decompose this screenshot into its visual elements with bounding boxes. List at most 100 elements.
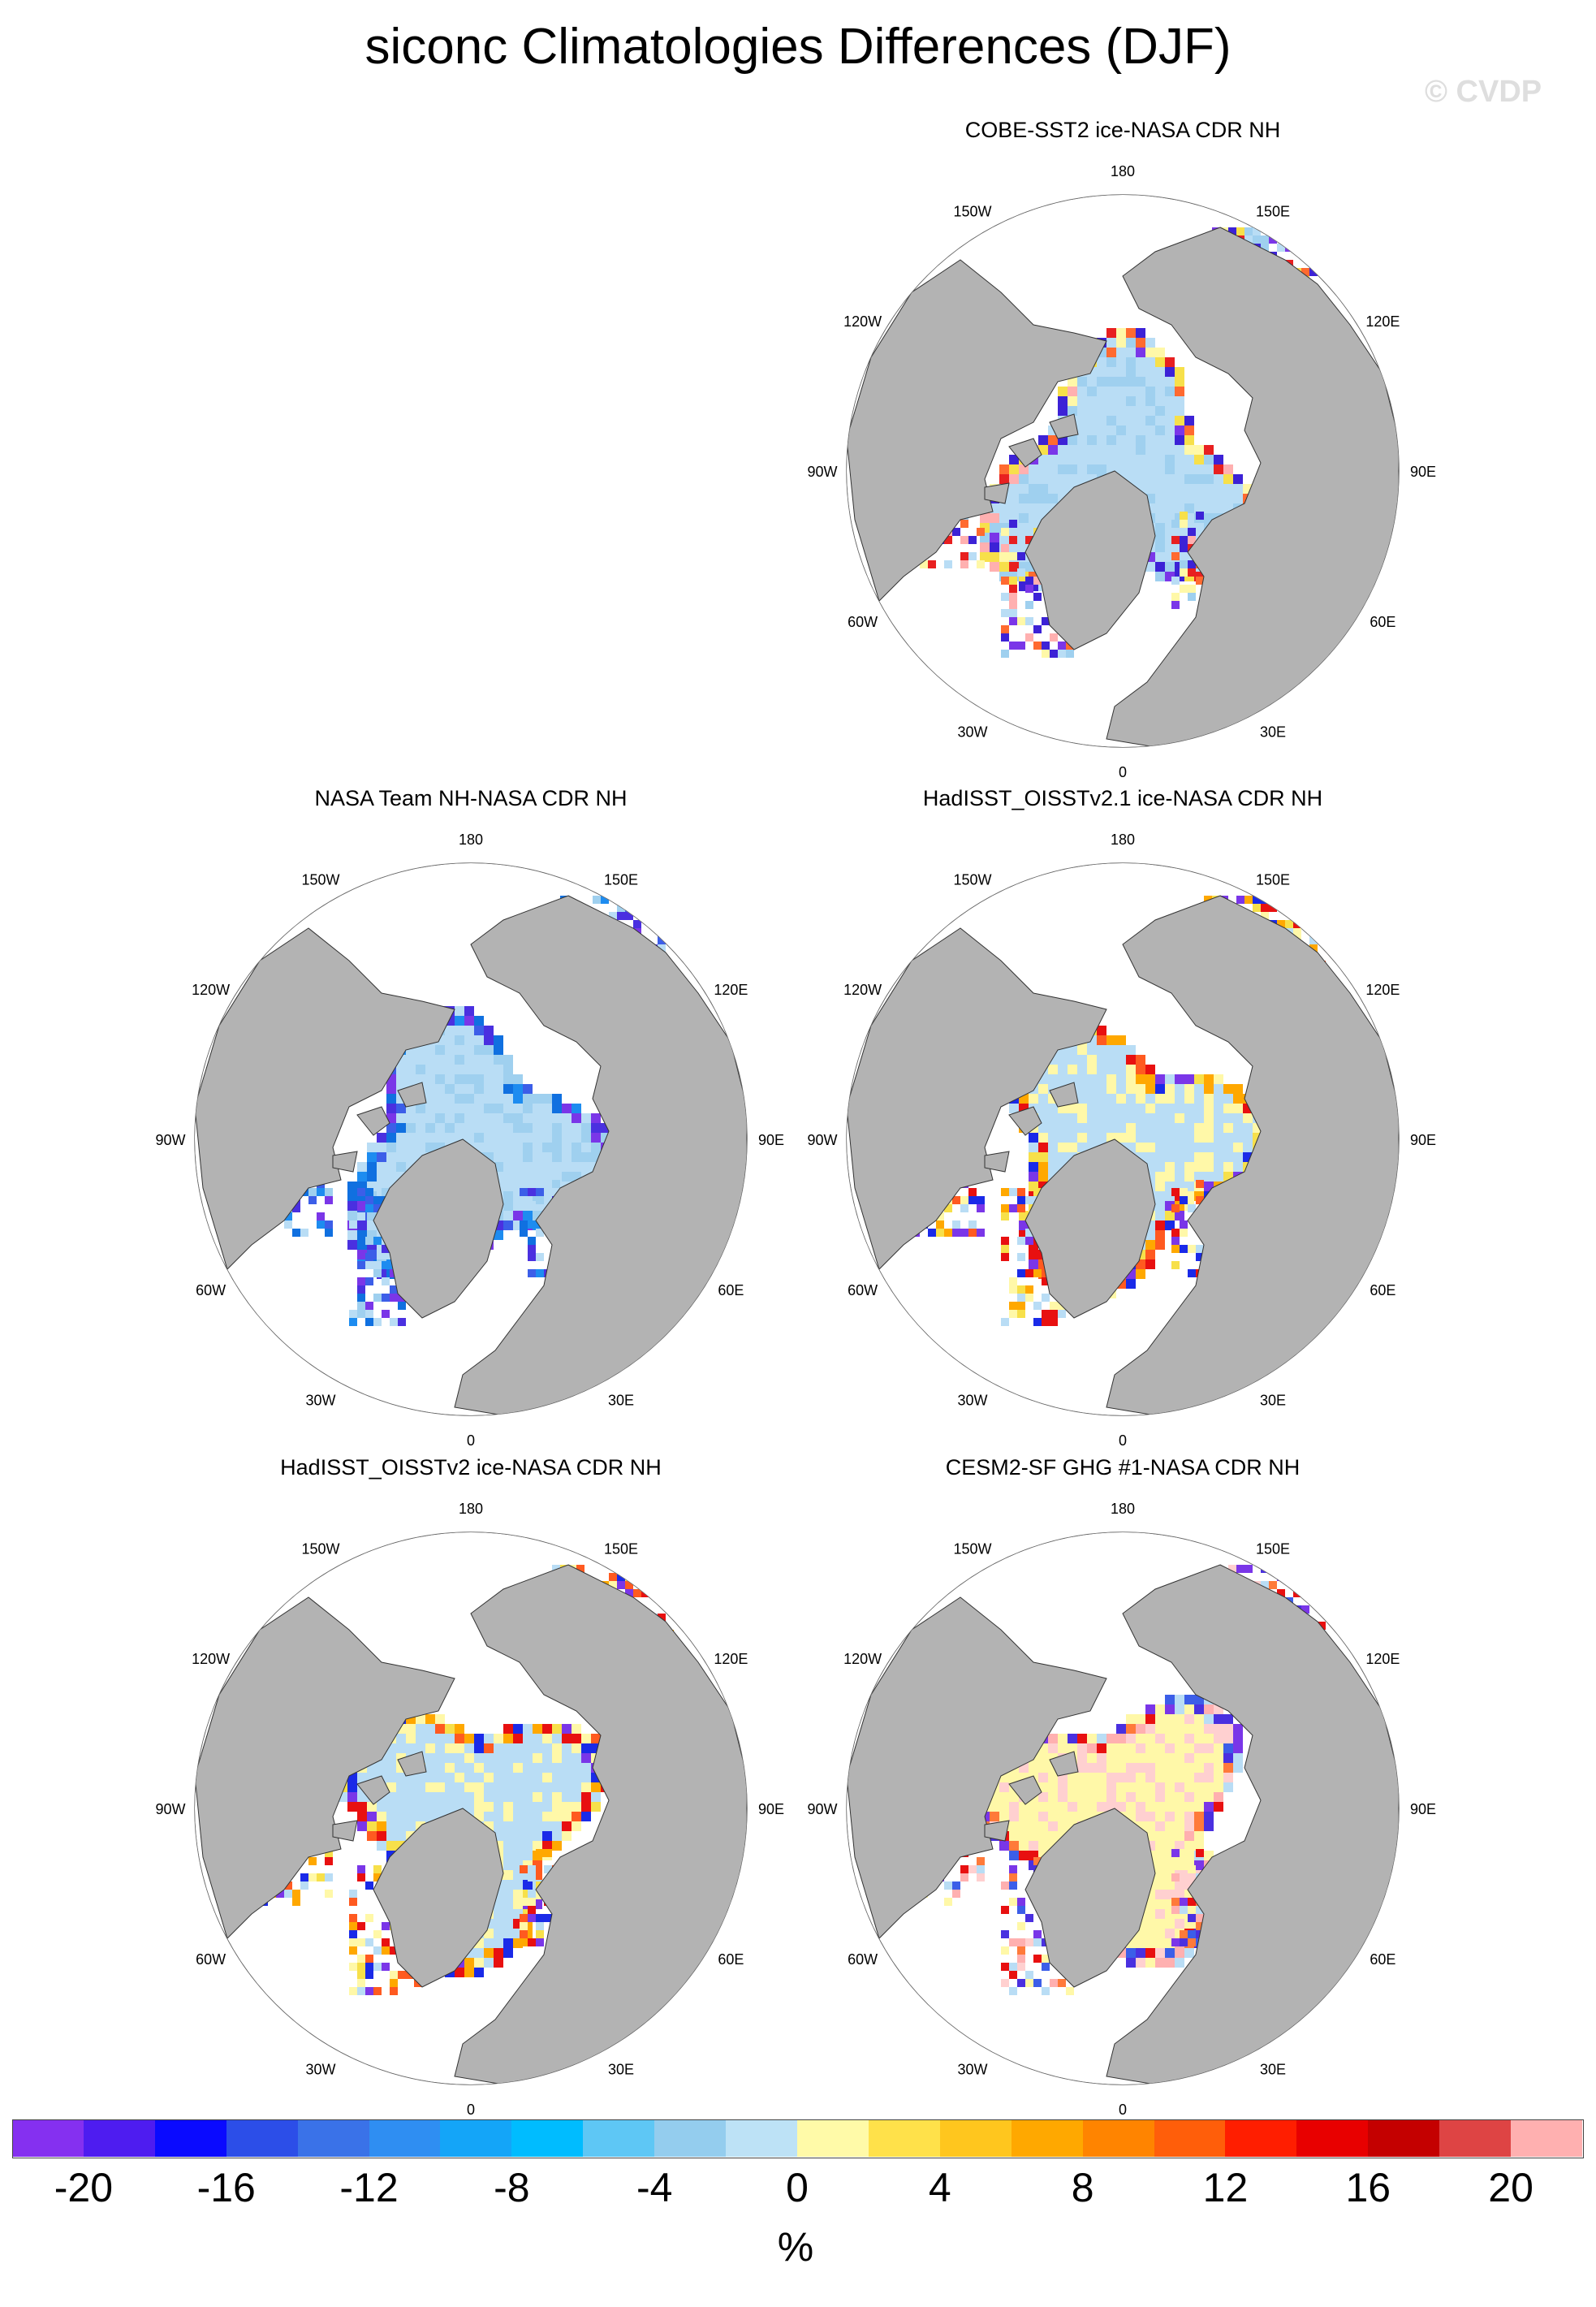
colorbar-tick-label: 4	[928, 2165, 951, 2210]
colorbar-frame	[12, 2119, 1584, 2158]
longitude-label: 90E	[758, 1801, 784, 1817]
polar-map: 180 150E 120E 90E 60E 30E 0 30W 60W 90W 120W 150W	[155, 832, 784, 1449]
colorbar-box	[939, 2119, 1012, 2157]
colorbar-box	[12, 2119, 84, 2157]
longitude-label: 60W	[196, 1282, 226, 1298]
longitude-label: 30E	[608, 1392, 634, 1408]
longitude-label: 90W	[807, 1801, 837, 1817]
longitude-label: 90E	[758, 1132, 784, 1148]
longitude-label: 150E	[604, 872, 638, 888]
colorbar-box	[868, 2119, 941, 2157]
map-panel-nasa-team: NASA Team NH-NASA CDR NH 180 150E 120E 90E 6…	[138, 786, 804, 1452]
longitude-label: 90W	[155, 1132, 185, 1148]
colorbar-box	[1368, 2119, 1440, 2157]
colorbar	[12, 2119, 1584, 2158]
colorbar-box	[654, 2119, 727, 2157]
longitude-label: 30W	[957, 1392, 987, 1408]
longitude-label: 90E	[1410, 1132, 1436, 1148]
longitude-label: 60W	[848, 1282, 878, 1298]
colorbar-box	[511, 2119, 584, 2157]
colorbar-tick-label: 16	[1345, 2165, 1391, 2210]
colorbar-tick-label: -20	[54, 2165, 114, 2210]
longitude-label: 180	[1111, 163, 1135, 179]
longitude-label: 150W	[301, 1541, 339, 1557]
longitude-label: 180	[459, 832, 483, 848]
colorbar-box	[226, 2119, 299, 2157]
longitude-label: 0	[467, 2102, 475, 2118]
longitude-label: 180	[1111, 1501, 1135, 1517]
panel-title: COBE-SST2 ice-NASA CDR NH	[964, 118, 1281, 142]
longitude-label: 30E	[1260, 2061, 1286, 2077]
colorbar-tick-label: -8	[494, 2165, 530, 2210]
longitude-label: 90W	[807, 1132, 837, 1148]
colorbar-box	[1511, 2119, 1583, 2157]
longitude-label: 180	[1111, 832, 1135, 848]
colorbar-box	[440, 2119, 512, 2157]
colorbar-box	[1154, 2119, 1226, 2157]
longitude-label: 120E	[714, 982, 748, 998]
colorbar-box	[1225, 2119, 1297, 2157]
cvdp-watermark: © CVDP	[1425, 75, 1542, 109]
longitude-label: 150E	[1256, 204, 1290, 220]
colorbar-tick-label: 8	[1071, 2165, 1094, 2210]
longitude-label: 120W	[843, 982, 882, 998]
polar-map: 180 150E 120E 90E 60E 30E 0 30W 60W 90W 120W 150W	[807, 163, 1436, 780]
colorbar-tick-label: -4	[636, 2165, 673, 2210]
longitude-label: 0	[1119, 1432, 1127, 1449]
land	[195, 895, 747, 1415]
panel-title: HadISST_OISSTv2 ice-NASA CDR NH	[280, 1455, 662, 1480]
longitude-label: 120W	[192, 982, 230, 998]
longitude-label: 120W	[192, 1651, 230, 1667]
land	[847, 227, 1399, 747]
map-panel-hadisst-oisstv2: HadISST_OISSTv2 ice-NASA CDR NH 180 150E 1…	[138, 1455, 804, 2121]
longitude-label: 30W	[957, 724, 987, 740]
longitude-label: 30E	[1260, 724, 1286, 740]
longitude-label: 150W	[953, 1541, 991, 1557]
longitude-label: 150E	[1256, 872, 1290, 888]
colorbar-box	[1011, 2119, 1084, 2157]
colorbar-box	[297, 2119, 370, 2157]
longitude-label: 30W	[305, 2061, 335, 2077]
longitude-label: 30W	[957, 2061, 987, 2077]
longitude-label: 180	[459, 1501, 483, 1517]
longitude-label: 60E	[718, 1951, 744, 1968]
polar-map: 180 150E 120E 90E 60E 30E 0 30W 60W 90W 120W 150W	[155, 1501, 784, 2118]
colorbar-box	[1082, 2119, 1155, 2157]
colorbar-box	[1296, 2119, 1369, 2157]
panel-title: HadISST_OISSTv2.1 ice-NASA CDR NH	[922, 786, 1323, 810]
longitude-label: 120E	[1365, 982, 1400, 998]
longitude-label: 120W	[843, 1651, 882, 1667]
longitude-label: 120E	[714, 1651, 748, 1667]
colorbar-tick-label: 0	[786, 2165, 809, 2210]
colorbar-box	[1439, 2119, 1512, 2157]
longitude-label: 0	[467, 1432, 475, 1449]
longitude-label: 150W	[953, 204, 991, 220]
longitude-label: 90E	[1410, 1801, 1436, 1817]
colorbar-box	[726, 2119, 798, 2157]
colorbar-box	[154, 2119, 227, 2157]
colorbar-box	[583, 2119, 655, 2157]
map-panel-cobe: COBE-SST2 ice-NASA CDR NH 180 150E 120E 90E…	[790, 118, 1456, 784]
longitude-label: 30E	[1260, 1392, 1286, 1408]
polar-map: 180 150E 120E 90E 60E 30E 0 30W 60W 90W 120W 150W	[807, 1501, 1436, 2118]
main-title: siconc Climatologies Differences (DJF)	[364, 19, 1232, 75]
colorbar-box	[369, 2119, 441, 2157]
longitude-label: 120W	[843, 313, 882, 330]
longitude-label: 60E	[1370, 1282, 1395, 1298]
colorbar-units: %	[777, 2224, 814, 2270]
longitude-label: 30W	[305, 1392, 335, 1408]
longitude-label: 90W	[807, 464, 837, 480]
longitude-label: 150E	[604, 1541, 638, 1557]
colorbar-tick-label: -12	[339, 2165, 399, 2210]
longitude-label: 150E	[1256, 1541, 1290, 1557]
longitude-label: 0	[1119, 2102, 1127, 2118]
colorbar-box	[797, 2119, 869, 2157]
longitude-label: 90W	[155, 1801, 185, 1817]
panel-title: CESM2-SF GHG #1-NASA CDR NH	[945, 1455, 1301, 1480]
longitude-label: 150W	[301, 872, 339, 888]
land	[847, 895, 1399, 1415]
longitude-label: 60E	[1370, 614, 1395, 630]
longitude-label: 60W	[196, 1951, 226, 1968]
longitude-label: 30E	[608, 2061, 634, 2077]
colorbar-box	[83, 2119, 156, 2157]
